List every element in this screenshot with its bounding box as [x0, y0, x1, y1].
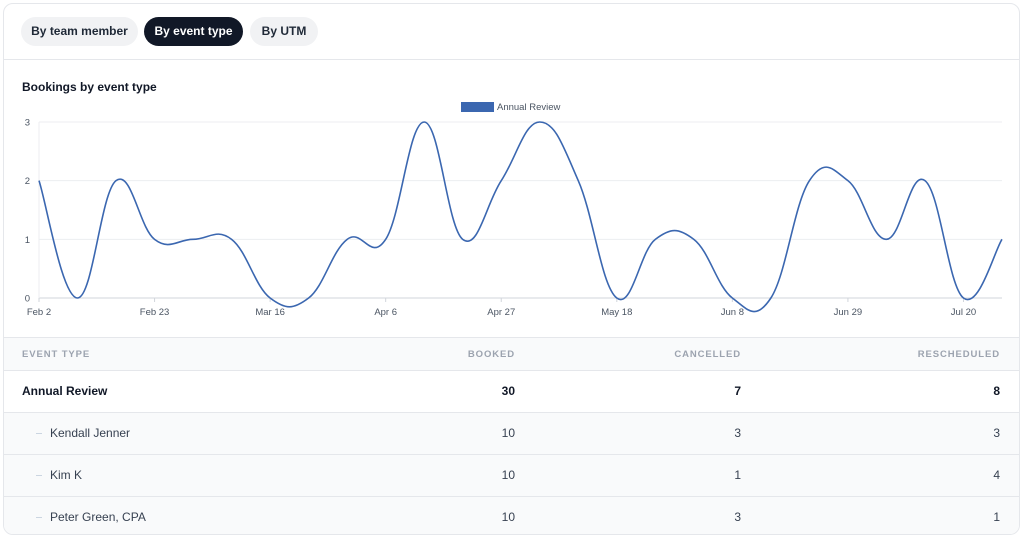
indent-dash [36, 475, 42, 476]
table-row-kendall-jenner[interactable]: Kendall Jenner 10 3 3 [4, 412, 1019, 454]
row-member-name: Kendall Jenner [50, 426, 131, 440]
tab-by-team-member[interactable]: By team member [21, 17, 138, 46]
x-axis-ticks: Feb 2 Feb 23 Mar 16 Apr 6 Apr 27 May 18 Jun 8 J… [27, 298, 976, 318]
chart-title: Bookings by event type [22, 80, 157, 94]
chart-legend: Annual Review [461, 102, 561, 113]
x-tick-label: Apr 27 [487, 307, 515, 318]
y-tick-label: 0 [25, 294, 30, 305]
event-type-table: EVENT TYPE BOOKED CANCELLED RESCHEDULED … [4, 337, 1019, 534]
legend-swatch-annual-review [461, 102, 494, 112]
legend-label-annual-review: Annual Review [497, 102, 561, 113]
x-tick-label: Feb 23 [140, 307, 170, 318]
x-tick-label: Jun 8 [721, 307, 744, 318]
header-rescheduled[interactable]: RESCHEDULED [917, 349, 1000, 360]
row-cancelled: 3 [734, 426, 741, 440]
y-tick-label: 1 [25, 235, 30, 246]
y-tick-label: 3 [25, 118, 30, 129]
row-booked: 30 [501, 384, 515, 398]
row-rescheduled: 8 [993, 384, 1000, 398]
table-row-peter-green[interactable]: Peter Green, CPA 10 3 1 [4, 496, 1019, 534]
row-rescheduled: 4 [993, 468, 1000, 482]
y-axis-ticks: 0 1 2 3 [25, 118, 30, 305]
indent-dash [36, 517, 42, 518]
series-line-annual-review [38, 121, 1003, 313]
header-booked[interactable]: BOOKED [467, 349, 515, 360]
tab-by-utm[interactable]: By UTM [250, 17, 318, 46]
row-booked: 10 [501, 426, 515, 440]
row-rescheduled: 1 [993, 510, 1000, 524]
table-row-kim-k[interactable]: Kim K 10 1 4 [4, 454, 1019, 496]
y-tick-label: 2 [25, 176, 30, 187]
row-cancelled: 1 [734, 468, 741, 482]
table-header-row: EVENT TYPE BOOKED CANCELLED RESCHEDULED [4, 337, 1019, 370]
row-member-name: Kim K [50, 468, 83, 482]
view-tabs: By team member By event type By UTM [4, 4, 1019, 60]
x-tick-label: Apr 6 [374, 307, 397, 318]
row-booked: 10 [501, 468, 515, 482]
x-tick-label: Mar 16 [255, 307, 285, 318]
header-event-type[interactable]: EVENT TYPE [22, 349, 91, 360]
x-tick-label: Feb 2 [27, 307, 51, 318]
row-member-name: Peter Green, CPA [50, 510, 146, 524]
header-cancelled[interactable]: CANCELLED [674, 349, 741, 360]
row-cancelled: 7 [734, 384, 741, 398]
x-tick-label: Jun 29 [834, 307, 863, 318]
row-booked: 10 [501, 510, 515, 524]
x-tick-label: May 18 [601, 307, 632, 318]
tab-by-event-type[interactable]: By event type [144, 17, 243, 46]
x-tick-label: Jul 20 [951, 307, 976, 318]
table-row-annual-review[interactable]: Annual Review 30 7 8 [4, 370, 1019, 412]
row-rescheduled: 3 [993, 426, 1000, 440]
bookings-card: By team member By event type By UTM Book… [3, 3, 1020, 535]
row-event-name: Annual Review [22, 384, 108, 398]
bookings-line-chart: 0 1 2 3 Feb 2 Feb 23 Mar 16 Apr 6 Apr 27 May 18 J… [25, 102, 1003, 318]
chart-grid [38, 121, 1002, 299]
row-cancelled: 3 [734, 510, 741, 524]
indent-dash [36, 433, 42, 434]
